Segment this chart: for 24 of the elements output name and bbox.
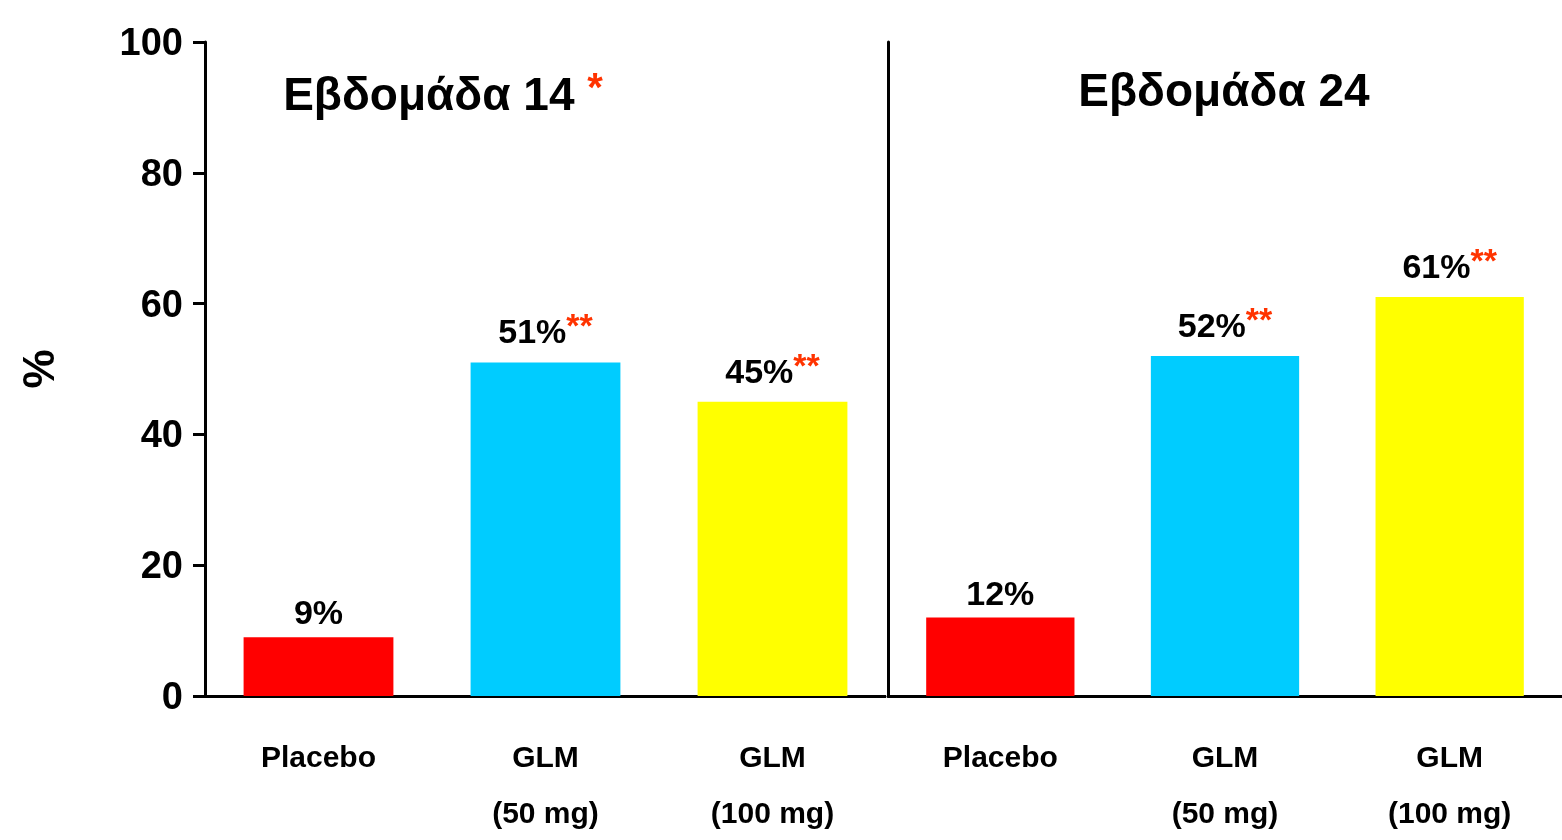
data-label: 61%** bbox=[1402, 241, 1498, 286]
y-axis-title: % bbox=[13, 349, 63, 389]
data-label: 45%** bbox=[725, 345, 821, 390]
y-tick-label: 60 bbox=[140, 282, 183, 325]
y-tick-label: 20 bbox=[140, 544, 183, 587]
bar bbox=[697, 401, 848, 696]
y-tick-label: 100 bbox=[119, 21, 183, 63]
y-tick-label: 0 bbox=[161, 675, 183, 717]
data-label: 52%** bbox=[1177, 299, 1274, 344]
x-tick-label: GLM (100 mg) bbox=[1387, 739, 1512, 829]
y-tick-label: 40 bbox=[140, 413, 183, 456]
data-label: 9% bbox=[293, 593, 344, 632]
x-tick-label: Placebo bbox=[942, 739, 1058, 773]
y-tick-label: 80 bbox=[140, 151, 183, 194]
bar bbox=[470, 362, 621, 696]
x-tick-label: Placebo bbox=[260, 739, 377, 773]
x-tick-label: GLM (50 mg) bbox=[1171, 739, 1279, 829]
data-label: 51%** bbox=[498, 306, 594, 351]
x-tick-label: GLM (50 mg) bbox=[492, 739, 599, 829]
x-tick-label: GLM (100 mg) bbox=[710, 739, 835, 829]
bar bbox=[243, 637, 394, 696]
text: Εβδομάδα 14 * bbox=[283, 65, 604, 120]
data-label: 12% bbox=[966, 573, 1035, 612]
text: Εβδομάδα 24 bbox=[1078, 64, 1371, 116]
